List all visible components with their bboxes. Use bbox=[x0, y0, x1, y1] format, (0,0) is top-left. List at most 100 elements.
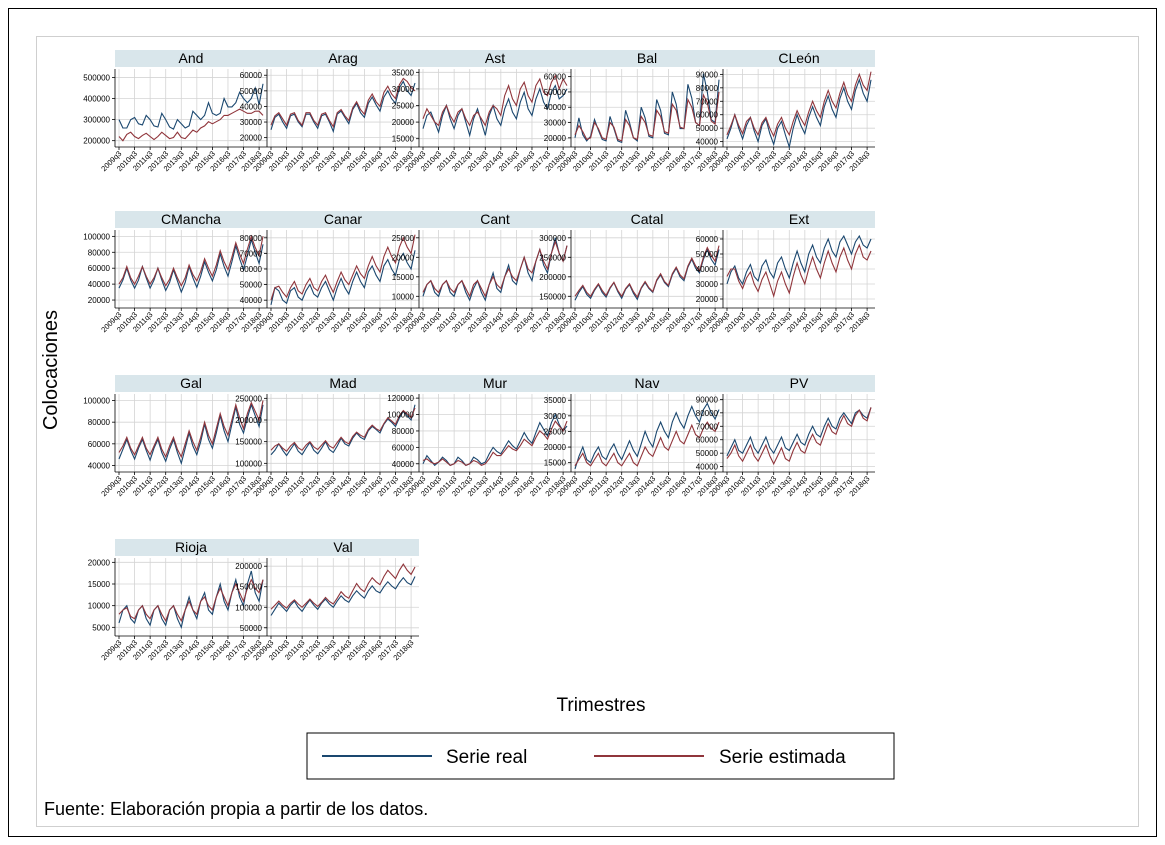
y-tick-label: 80000 bbox=[240, 234, 263, 243]
y-tick-label: 40000 bbox=[88, 462, 111, 471]
y-tick-label: 100000 bbox=[83, 232, 110, 241]
y-tick-label: 150000 bbox=[235, 583, 262, 592]
y-tick-label: 50000 bbox=[240, 281, 263, 290]
panel-header bbox=[723, 50, 875, 67]
y-tick-label: 200000 bbox=[539, 273, 566, 282]
y-tick-label: 40000 bbox=[392, 460, 415, 469]
y-tick-label: 60000 bbox=[88, 264, 111, 273]
y-tick-label: 80000 bbox=[88, 418, 111, 427]
series-line-serie-real bbox=[574, 402, 720, 470]
y-tick-label: 30000 bbox=[696, 280, 719, 289]
legend: Serie real Serie estimada bbox=[306, 732, 895, 780]
y-tick-label: 20000 bbox=[544, 443, 567, 452]
panel-title: Rioja bbox=[175, 539, 207, 555]
panel-title: Ext bbox=[789, 211, 809, 227]
series-line-serie-estimada bbox=[574, 245, 720, 299]
y-tick-label: 20000 bbox=[544, 134, 567, 143]
panel-mad: Mad1000001500002000002500002009q32010q32… bbox=[235, 375, 419, 498]
panel-header bbox=[571, 375, 723, 392]
panel-header bbox=[115, 375, 267, 392]
panel-pv: PV4000050000600007000080000900002009q320… bbox=[696, 375, 875, 498]
y-tick-label: 120000 bbox=[387, 394, 414, 403]
y-tick-label: 30000 bbox=[544, 119, 567, 128]
y-tick-label: 20000 bbox=[88, 558, 111, 567]
y-tick-label: 40000 bbox=[240, 102, 263, 111]
y-tick-label: 25000 bbox=[392, 234, 415, 243]
figure-frame bbox=[8, 8, 1157, 837]
y-axis-title: Colocaciones bbox=[40, 310, 62, 430]
panel-bal: Bal20000300004000050000600002009q32010q3… bbox=[544, 50, 723, 173]
y-tick-label: 35000 bbox=[392, 68, 415, 77]
series-line-serie-estimada bbox=[574, 91, 720, 142]
y-tick-label: 20000 bbox=[88, 296, 111, 305]
y-tick-label: 200000 bbox=[235, 416, 262, 425]
y-tick-label: 50000 bbox=[240, 624, 263, 633]
panel-title: CMancha bbox=[161, 211, 221, 227]
series-line-serie-estimada bbox=[422, 239, 568, 298]
y-tick-label: 100000 bbox=[83, 397, 110, 406]
y-tick-label: 150000 bbox=[235, 438, 262, 447]
y-tick-label: 80000 bbox=[696, 84, 719, 93]
y-tick-label: 40000 bbox=[544, 103, 567, 112]
y-tick-label: 250000 bbox=[235, 394, 262, 403]
y-tick-label: 80000 bbox=[392, 427, 415, 436]
y-tick-label: 70000 bbox=[696, 422, 719, 431]
y-tick-label: 15000 bbox=[392, 273, 415, 282]
y-tick-label: 30000 bbox=[240, 118, 263, 127]
y-tick-label: 100000 bbox=[235, 459, 262, 468]
y-tick-label: 30000 bbox=[544, 412, 567, 421]
y-tick-label: 50000 bbox=[696, 124, 719, 133]
y-tick-label: 60000 bbox=[88, 440, 111, 449]
panel-and: And2000003000004000005000002009q32010q32… bbox=[83, 50, 267, 173]
y-tick-label: 40000 bbox=[240, 296, 263, 305]
y-tick-label: 300000 bbox=[83, 116, 110, 125]
source-note: Fuente: Elaboración propia a partir de l… bbox=[44, 799, 428, 819]
panel-header bbox=[267, 211, 419, 228]
series-line-serie-real bbox=[726, 78, 872, 150]
legend-label-serie-real: Serie real bbox=[446, 747, 527, 768]
panel-header bbox=[267, 375, 419, 392]
y-tick-label: 20000 bbox=[392, 118, 415, 127]
series-line-serie-estimada bbox=[574, 421, 720, 467]
y-tick-label: 40000 bbox=[696, 265, 719, 274]
series-line-serie-estimada bbox=[726, 71, 872, 138]
series-line-serie-estimada bbox=[726, 407, 872, 466]
series-line-serie-estimada bbox=[118, 234, 264, 287]
y-tick-label: 90000 bbox=[696, 395, 719, 404]
y-tick-label: 80000 bbox=[88, 248, 111, 257]
y-tick-label: 70000 bbox=[696, 97, 719, 106]
series-line-serie-estimada bbox=[422, 74, 568, 127]
panel-ast: Ast15000200002500030000350002009q32010q3… bbox=[392, 50, 571, 173]
y-tick-label: 15000 bbox=[392, 135, 415, 144]
y-tick-label: 300000 bbox=[539, 234, 566, 243]
y-tick-label: 500000 bbox=[83, 73, 110, 82]
panel-title: CLeón bbox=[778, 50, 819, 66]
panel-header bbox=[419, 50, 571, 67]
series-line-serie-real bbox=[726, 407, 872, 457]
y-tick-label: 80000 bbox=[696, 409, 719, 418]
legend-label-serie-estimada: Serie estimada bbox=[719, 747, 846, 768]
y-tick-label: 90000 bbox=[696, 70, 719, 79]
panel-title: Cant bbox=[480, 211, 510, 227]
y-tick-label: 200000 bbox=[235, 562, 262, 571]
series-line-serie-estimada bbox=[726, 243, 872, 298]
panel-val: Val500001000001500002000002009q32010q320… bbox=[235, 539, 419, 662]
panel-header bbox=[571, 211, 723, 228]
panel-rioja: Rioja50001000015000200002009q32010q32011… bbox=[88, 539, 267, 662]
series-line-serie-estimada bbox=[270, 77, 416, 129]
y-tick-label: 40000 bbox=[696, 463, 719, 472]
panel-header bbox=[267, 539, 419, 556]
y-tick-label: 50000 bbox=[696, 449, 719, 458]
y-tick-label: 30000 bbox=[392, 85, 415, 94]
y-tick-label: 150000 bbox=[539, 292, 566, 301]
y-tick-label: 50000 bbox=[696, 250, 719, 259]
panel-header bbox=[267, 50, 419, 67]
panel-title: Mad bbox=[329, 375, 356, 391]
y-tick-label: 40000 bbox=[88, 280, 111, 289]
panel-title: Gal bbox=[180, 375, 202, 391]
panel-header bbox=[115, 50, 267, 67]
panel-cleón: CLeón4000050000600007000080000900002009q… bbox=[696, 50, 875, 173]
series-line-serie-real bbox=[270, 576, 416, 616]
series-line-serie-real bbox=[726, 234, 872, 286]
y-tick-label: 60000 bbox=[240, 71, 263, 80]
